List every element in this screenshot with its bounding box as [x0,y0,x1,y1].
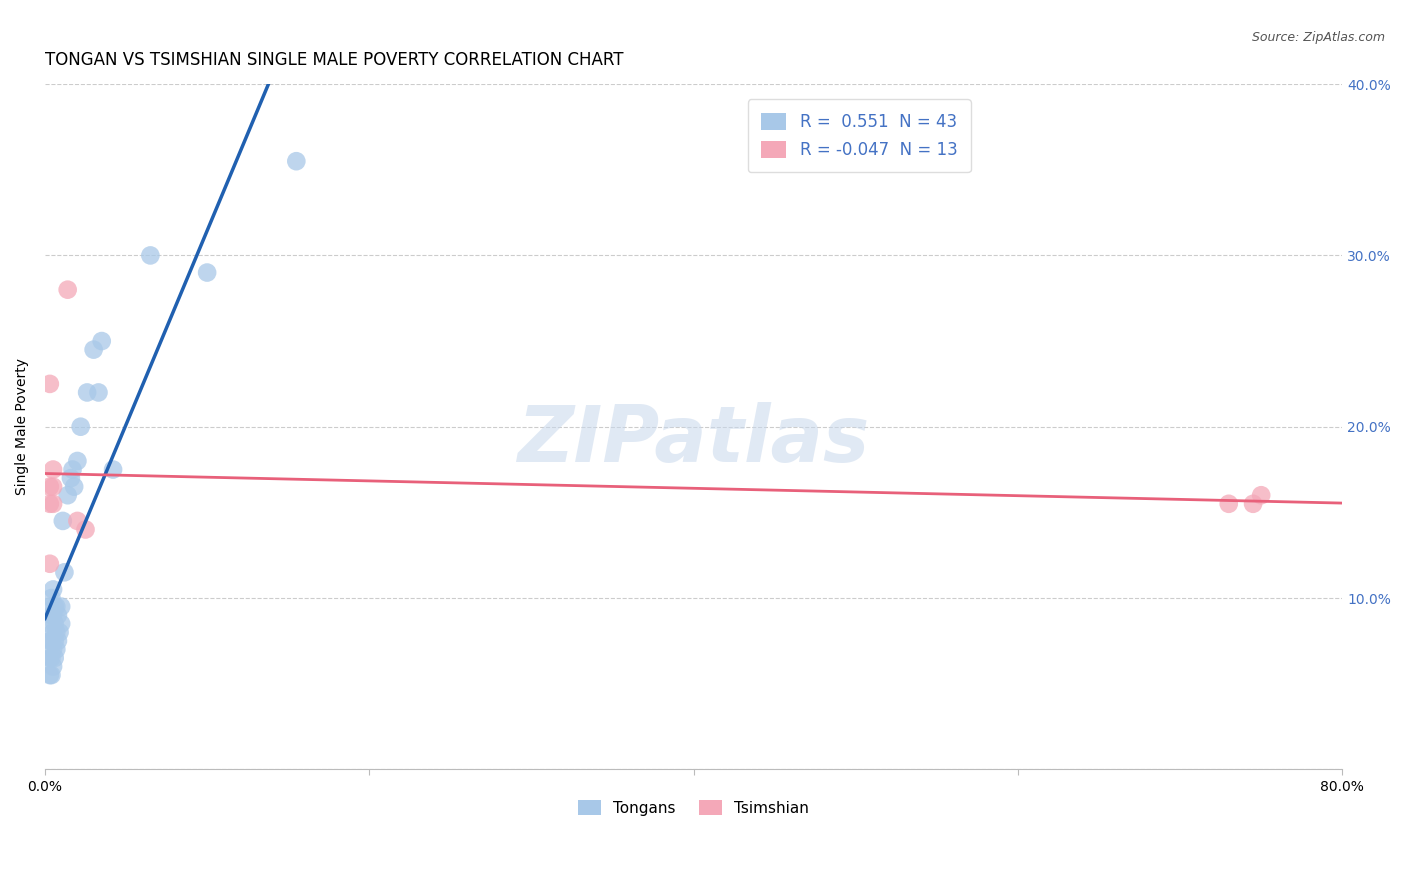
Point [41,591,63,605]
Point [38,480,60,494]
Point [87,385,110,400]
Point [44,633,66,648]
Point [101,462,124,476]
Point [139,248,162,262]
Point [63,480,86,494]
Point [1250,488,1272,502]
Y-axis label: Single Male Poverty: Single Male Poverty [15,359,30,495]
Point [42,608,65,623]
Text: TONGAN VS TSIMSHIAN SINGLE MALE POVERTY CORRELATION CHART: TONGAN VS TSIMSHIAN SINGLE MALE POVERTY … [45,51,623,69]
Point [56,283,79,297]
Point [42,480,65,494]
Text: Source: ZipAtlas.com: Source: ZipAtlas.com [1251,31,1385,45]
Point [46,608,69,623]
Point [83,343,105,357]
Point [44,599,66,614]
Point [38,651,60,665]
Point [1241,497,1264,511]
Point [42,462,65,476]
Point [42,659,65,673]
Point [44,651,66,665]
Point [45,599,67,614]
Point [42,642,65,657]
Point [38,376,60,391]
Point [42,497,65,511]
Point [75,523,97,537]
Point [41,608,63,623]
Point [45,625,67,640]
Point [44,616,66,631]
Point [51,599,73,614]
Point [66,454,89,468]
Point [41,668,63,682]
Point [69,419,91,434]
Point [45,642,67,657]
Point [46,633,69,648]
Point [38,599,60,614]
Point [66,514,89,528]
Point [38,668,60,682]
Point [38,633,60,648]
Text: ZIPatlas: ZIPatlas [517,402,870,478]
Point [62,462,84,476]
Point [38,616,60,631]
Point [41,651,63,665]
Point [285,154,308,169]
Point [56,488,79,502]
Point [195,266,218,280]
Legend: Tongans, Tsimshian: Tongans, Tsimshian [571,792,817,823]
Point [38,497,60,511]
Point [76,385,98,400]
Point [41,633,63,648]
Point [38,557,60,571]
Point [42,625,65,640]
Point [1218,497,1240,511]
Point [52,514,75,528]
Point [53,566,76,580]
Point [59,471,82,485]
Point [51,616,73,631]
Point [48,625,70,640]
Point [90,334,112,348]
Point [42,582,65,597]
